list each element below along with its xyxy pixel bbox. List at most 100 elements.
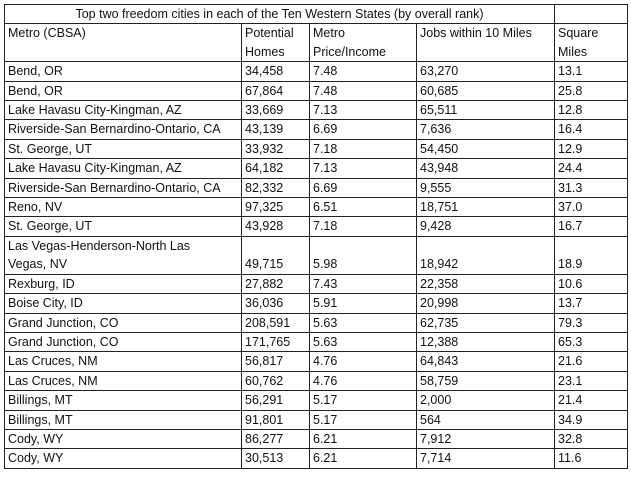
cell-jobs: 20,998 <box>415 293 556 314</box>
cell-potential-homes: 49,715 <box>241 235 310 275</box>
cell-square-miles: 37.0 <box>554 197 629 218</box>
cell-price-income: 7.13 <box>309 100 417 121</box>
cell-jobs: 12,388 <box>415 331 556 353</box>
cell-square-miles: 12.8 <box>554 100 629 121</box>
table-row: Grand Junction, CO 208,591 5.63 62,735 79.3 <box>4 312 629 333</box>
cell-price-income: 6.21 <box>309 428 417 450</box>
cell-jobs: 564 <box>415 409 556 430</box>
header-metro: Metro (CBSA) <box>4 23 242 63</box>
cell-metro: Riverside-San Bernardino-Ontario, CA <box>4 119 242 140</box>
cell-metro: Lake Havasu City-Kingman, AZ <box>4 100 242 121</box>
cell-square-miles: 34.9 <box>554 409 629 430</box>
cell-metro: Riverside-San Bernardino-Ontario, CA <box>4 177 242 199</box>
cell-jobs: 18,942 <box>415 235 556 275</box>
cell-jobs: 58,759 <box>415 370 556 392</box>
table-row: Reno, NV 97,325 6.51 18,751 37.0 <box>4 197 629 218</box>
cell-price-income: 6.69 <box>309 119 417 140</box>
cell-price-income: 5.17 <box>309 390 417 411</box>
table-row: Grand Junction, CO 171,765 5.63 12,388 65.3 <box>4 331 629 353</box>
table-row: Lake Havasu City-Kingman, AZ 64,182 7.13 43… <box>4 158 629 179</box>
table-row: Lake Havasu City-Kingman, AZ 33,669 7.13 65… <box>4 100 629 121</box>
cell-metro: St. George, UT <box>4 216 242 237</box>
cell-square-miles: 18.9 <box>554 235 629 275</box>
cell-square-miles: 13.7 <box>554 293 629 314</box>
table-row: St. George, UT 43,928 7.18 9,428 16.7 <box>4 216 629 237</box>
cell-square-miles: 32.8 <box>554 428 629 450</box>
cell-jobs: 7,714 <box>415 448 556 469</box>
cell-potential-homes: 36,036 <box>241 293 310 314</box>
cell-jobs: 9,555 <box>415 177 556 199</box>
cell-jobs: 62,735 <box>415 312 556 333</box>
cell-potential-homes: 97,325 <box>241 197 310 218</box>
cell-metro: Grand Junction, CO <box>4 331 242 353</box>
cell-potential-homes: 56,817 <box>241 351 310 372</box>
cell-price-income: 7.18 <box>309 138 417 160</box>
table-row: Bend, OR 34,458 7.48 63,270 13.1 <box>4 61 629 82</box>
cell-potential-homes: 91,801 <box>241 409 310 430</box>
cell-potential-homes: 30,513 <box>241 448 310 469</box>
cell-potential-homes: 171,765 <box>241 331 310 353</box>
cell-price-income: 6.21 <box>309 448 417 469</box>
cell-jobs: 65,511 <box>415 100 556 121</box>
cell-price-income: 4.76 <box>309 351 417 372</box>
header-potential-homes: Potential Homes <box>241 23 310 63</box>
table-row: Riverside-San Bernardino-Ontario, CA 43,1… <box>4 119 629 140</box>
cell-potential-homes: 56,291 <box>241 390 310 411</box>
cell-potential-homes: 60,762 <box>241 370 310 392</box>
cell-square-miles: 16.7 <box>554 216 629 237</box>
header-row: Metro (CBSA) Potential Homes Metro Price… <box>4 23 629 63</box>
cell-square-miles: 16.4 <box>554 119 629 140</box>
table-row: Las Cruces, NM 60,762 4.76 58,759 23.1 <box>4 370 629 392</box>
cell-square-miles: 24.4 <box>554 158 629 179</box>
table-row: Bend, OR 67,864 7.48 60,685 25.8 <box>4 80 629 102</box>
cell-potential-homes: 86,277 <box>241 428 310 450</box>
table-row: Cody, WY 30,513 6.21 7,714 11.6 <box>4 448 629 469</box>
cell-metro: Bend, OR <box>4 61 242 82</box>
cell-price-income: 4.76 <box>309 370 417 392</box>
table-row: Las Cruces, NM 56,817 4.76 64,843 21.6 <box>4 351 629 372</box>
freedom-cities-table: Top two freedom cities in each of the Te… <box>3 3 629 469</box>
cell-potential-homes: 33,669 <box>241 100 310 121</box>
cell-metro: Billings, MT <box>4 390 242 411</box>
cell-price-income: 7.18 <box>309 216 417 237</box>
cell-metro: Cody, WY <box>4 448 242 469</box>
cell-square-miles: 25.8 <box>554 80 629 102</box>
cell-metro: Rexburg, ID <box>4 273 242 295</box>
cell-potential-homes: 208,591 <box>241 312 310 333</box>
header-jobs: Jobs within 10 Miles <box>415 23 556 63</box>
cell-metro: Bend, OR <box>4 80 242 102</box>
cell-potential-homes: 34,458 <box>241 61 310 82</box>
cell-price-income: 7.48 <box>309 61 417 82</box>
cell-price-income: 5.63 <box>309 331 417 353</box>
cell-jobs: 63,270 <box>415 61 556 82</box>
cell-square-miles: 21.4 <box>554 390 629 411</box>
cell-price-income: 6.51 <box>309 197 417 218</box>
cell-square-miles: 12.9 <box>554 138 629 160</box>
cell-price-income: 7.48 <box>309 80 417 102</box>
cell-metro: Las Vegas-Henderson-North Las Vegas, NV <box>4 235 242 275</box>
table-row: Rexburg, ID 27,882 7.43 22,358 10.6 <box>4 273 629 295</box>
cell-price-income: 5.17 <box>309 409 417 430</box>
table-row: St. George, UT 33,932 7.18 54,450 12.9 <box>4 138 629 160</box>
cell-jobs: 7,636 <box>415 119 556 140</box>
cell-price-income: 6.69 <box>309 177 417 199</box>
cell-jobs: 2,000 <box>415 390 556 411</box>
cell-square-miles: 23.1 <box>554 370 629 392</box>
table-row: Billings, MT 91,801 5.17 564 34.9 <box>4 409 629 430</box>
cell-jobs: 64,843 <box>415 351 556 372</box>
cell-jobs: 7,912 <box>415 428 556 450</box>
table-row: Boise City, ID 36,036 5.91 20,998 13.7 <box>4 293 629 314</box>
cell-metro: St. George, UT <box>4 138 242 160</box>
cell-jobs: 22,358 <box>415 273 556 295</box>
cell-metro: Las Cruces, NM <box>4 351 242 372</box>
cell-square-miles: 65.3 <box>554 331 629 353</box>
cell-potential-homes: 27,882 <box>241 273 310 295</box>
header-square-miles: Square Miles <box>554 23 629 63</box>
cell-square-miles: 21.6 <box>554 351 629 372</box>
cell-price-income: 7.43 <box>309 273 417 295</box>
cell-square-miles: 31.3 <box>554 177 629 199</box>
cell-jobs: 43,948 <box>415 158 556 179</box>
cell-price-income: 5.98 <box>309 235 417 275</box>
cell-jobs: 18,751 <box>415 197 556 218</box>
cell-metro: Boise City, ID <box>4 293 242 314</box>
